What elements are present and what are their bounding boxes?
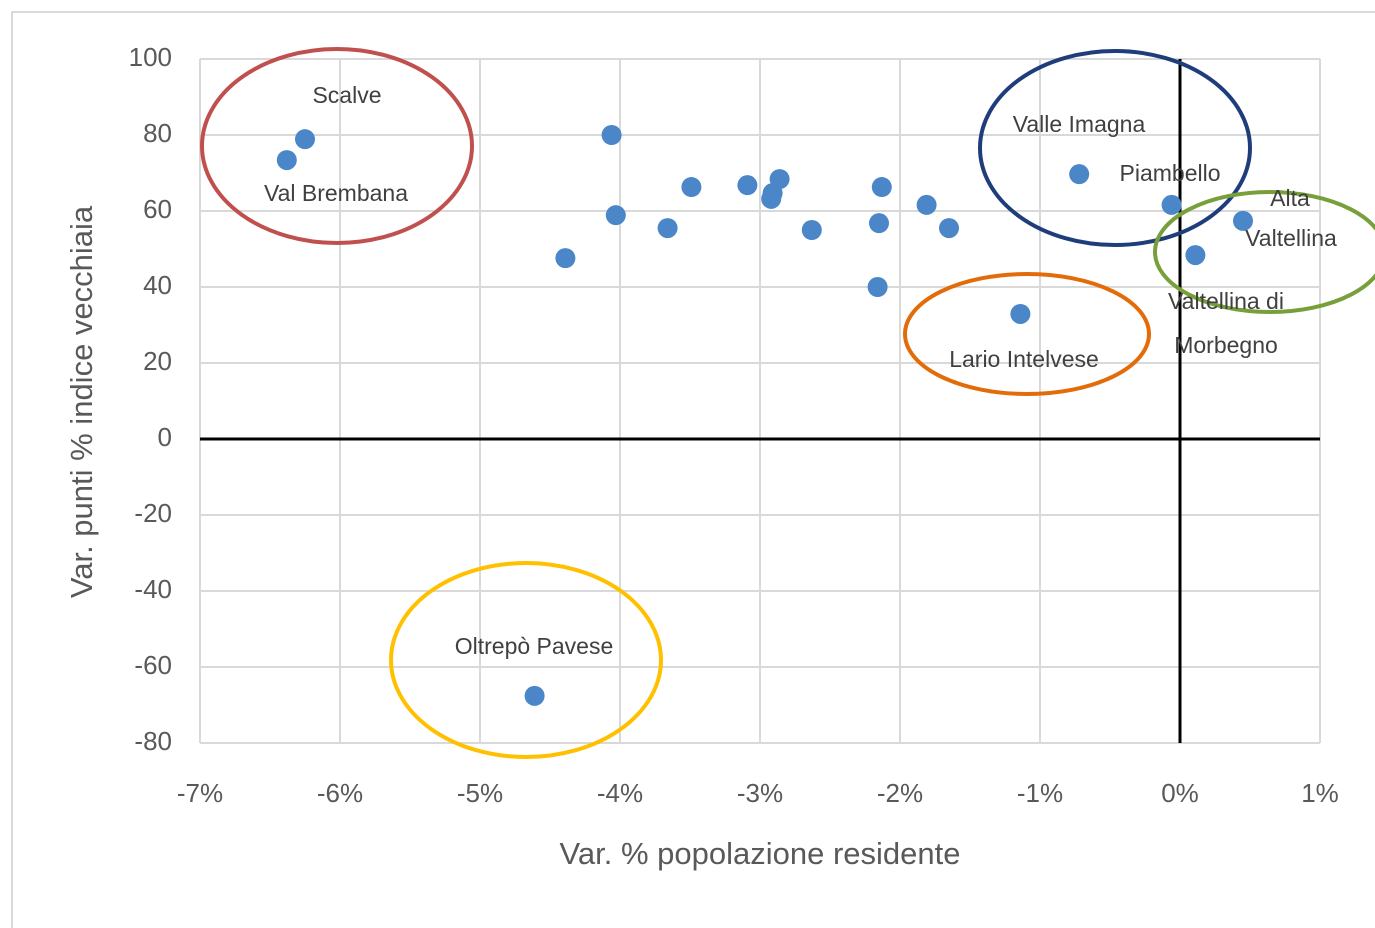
- x-axis-title: Var. % popolazione residente: [560, 836, 961, 871]
- point: [1069, 164, 1090, 185]
- annotations: Scalve Val Brembana Valle Imagna Piambello A…: [200, 47, 1375, 759]
- point: [871, 177, 892, 198]
- point: [601, 125, 622, 145]
- annotation: Oltrepò Pavese: [455, 633, 614, 659]
- annotation: Lario Intelvese: [949, 346, 1099, 372]
- point: [681, 177, 702, 198]
- point: [555, 248, 576, 269]
- point: [916, 194, 937, 215]
- x-tick-label: -7%: [177, 778, 223, 808]
- point: [605, 205, 626, 226]
- y-tick-label: 60: [143, 194, 172, 224]
- highlight-ellipse: [978, 49, 1252, 247]
- x-tick-label: 0%: [1161, 778, 1199, 808]
- highlight-ellipse: [1153, 190, 1375, 314]
- marks: [276, 125, 1253, 706]
- annotation: Piambello: [1120, 160, 1221, 186]
- point: [1233, 210, 1253, 231]
- y-tick-label: -20: [134, 498, 172, 528]
- point: [867, 277, 888, 297]
- highlight-ellipse: [200, 47, 474, 245]
- annotation: Val Brembana: [264, 180, 408, 206]
- y-tick-label: 80: [143, 118, 172, 148]
- y-tick-label: 20: [143, 346, 172, 376]
- annotation: Morbegno: [1174, 332, 1278, 358]
- y-tick-label: 0: [158, 422, 172, 452]
- x-tick-label: -1%: [1017, 778, 1063, 808]
- point: [1010, 303, 1031, 324]
- point: [939, 218, 959, 239]
- point: [1161, 194, 1182, 215]
- x-tick-label: -4%: [597, 778, 643, 808]
- x-tick-label: -5%: [457, 778, 503, 808]
- y-axis-title: Var. punti % indice vecchiaia: [64, 205, 99, 598]
- point: [761, 188, 782, 209]
- point: [657, 218, 678, 239]
- point: [524, 685, 545, 706]
- y-tick-label: 100: [129, 42, 172, 72]
- highlight-ellipse: [903, 272, 1151, 396]
- point: [276, 150, 297, 171]
- x-tick-label: 1%: [1301, 778, 1339, 808]
- annotation: Valle Imagna: [1013, 111, 1146, 137]
- annotation: Valtellina di: [1168, 288, 1284, 314]
- point: [737, 175, 758, 196]
- x-tick-label: -2%: [877, 778, 923, 808]
- annotation: Scalve: [312, 82, 381, 108]
- y-tick-label: -80: [134, 726, 172, 756]
- y-tick-label: -40: [134, 574, 172, 604]
- point: [869, 213, 889, 234]
- chart-frame: [11, 11, 1375, 928]
- y-tick-label: -60: [134, 650, 172, 680]
- x-tick-label: -6%: [317, 778, 363, 808]
- annotation: Valtellina: [1245, 225, 1337, 251]
- point: [1185, 245, 1206, 266]
- y-tick-label: 40: [143, 270, 172, 300]
- point: [801, 220, 822, 240]
- highlight-ellipse: [389, 561, 663, 759]
- annotation: Alta: [1270, 185, 1310, 211]
- point: [295, 129, 315, 150]
- grid: -80 -60 -40 -20 0 20 40 60 80 100 -7% -6% -5% -4% -3% -…: [129, 42, 1339, 808]
- x-tick-label: -3%: [737, 778, 783, 808]
